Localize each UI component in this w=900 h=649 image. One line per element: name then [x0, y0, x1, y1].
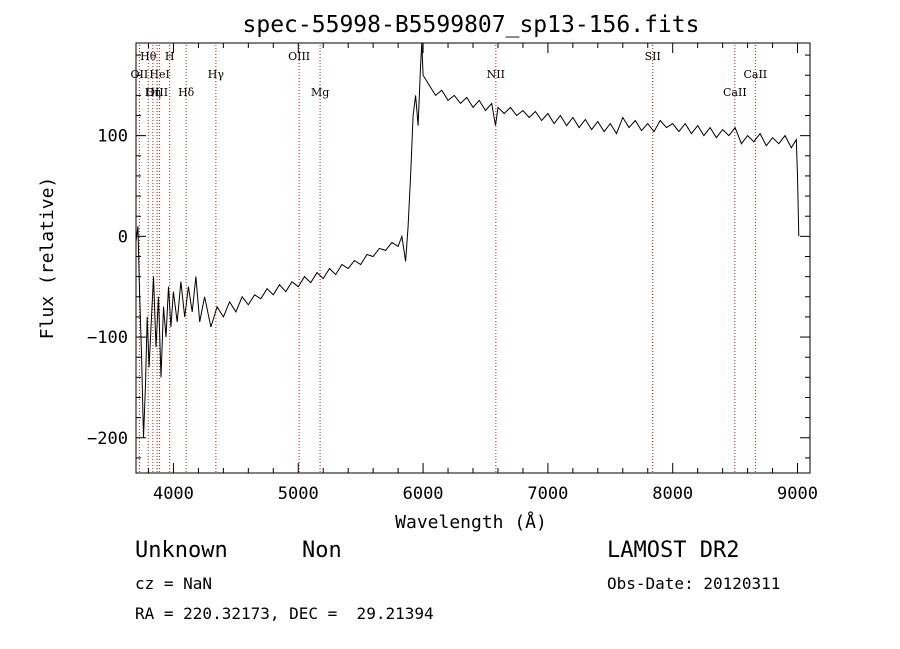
x-tick-label: 6000 [403, 484, 444, 504]
redshift-label: cz = NaN [135, 574, 213, 593]
x-tick-label: 8000 [652, 484, 693, 504]
subclass-label: Non [302, 538, 342, 563]
line-marker-label: SII [645, 50, 661, 63]
x-tick-label: 9000 [777, 484, 818, 504]
y-tick-label: −200 [87, 429, 128, 449]
x-tick-label: 7000 [527, 484, 568, 504]
line-marker-label: CaII [723, 86, 747, 99]
x-tick-label: 4000 [153, 484, 194, 504]
class-label: Unknown [135, 538, 228, 563]
line-marker-label: HeI [149, 68, 169, 81]
coordinates-label: RA = 220.32173, DEC = 29.21394 [135, 604, 434, 623]
y-tick-label: −100 [87, 328, 128, 348]
x-axis-label: Wavelength (Å) [395, 511, 547, 533]
axis-ticks: 4000 5000 6000 7000 8000 9000 −200 −100 0 100 [87, 43, 818, 504]
line-marker-label: Hγ [208, 68, 225, 81]
line-marker-label: Hδ [178, 86, 195, 99]
obs-date-label: Obs-Date: 20120311 [607, 574, 781, 593]
survey-label: LAMOST DR2 [607, 538, 740, 563]
line-marker-label: OII [131, 68, 149, 81]
spectrum-line [135, 42, 800, 438]
line-marker-label: OIII [146, 86, 168, 99]
line-marker-label: H [165, 50, 175, 63]
y-axis-label: Flux (relative) [37, 177, 58, 340]
line-marker-label: CaII [743, 68, 767, 81]
line-marker-label: Mg [311, 86, 329, 99]
y-tick-label: 0 [118, 227, 128, 247]
line-marker-label: Hη [145, 86, 161, 99]
line-marker-label: Hθ [140, 50, 157, 63]
chart-title: spec-55998-B5599807_sp13-156.fits [243, 12, 700, 38]
y-tick-label: 100 [97, 127, 128, 147]
line-marker-label: NII [487, 68, 505, 81]
line-marker-label: OIII [288, 50, 310, 63]
x-tick-label: 5000 [278, 484, 319, 504]
